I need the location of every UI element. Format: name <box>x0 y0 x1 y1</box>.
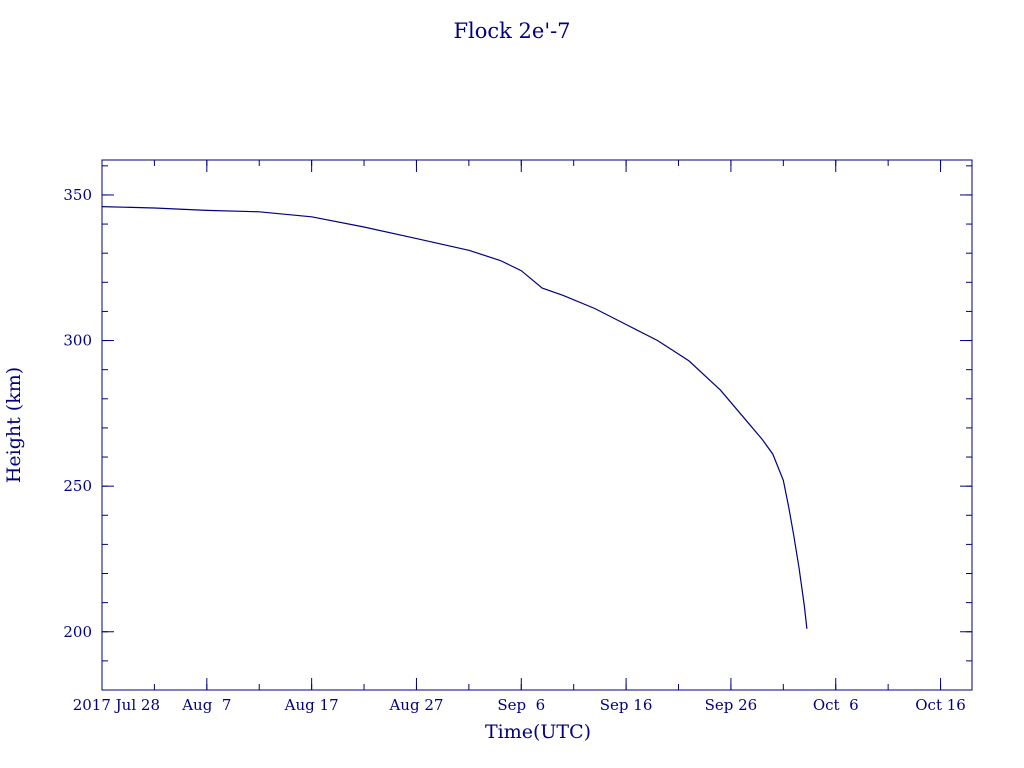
x-tick-label: Sep 16 <box>600 696 653 714</box>
y-tick-label: 300 <box>63 332 92 350</box>
y-axis-label: Height (km) <box>3 367 25 483</box>
series-line <box>101 206 808 629</box>
x-tick-label: Oct 16 <box>915 696 966 714</box>
x-tick-label: Aug 27 <box>388 696 443 714</box>
plot-frame <box>101 159 973 691</box>
axis-ticks <box>101 160 972 691</box>
y-tick-label: 200 <box>63 623 92 641</box>
y-tick-label: 250 <box>63 477 92 495</box>
x-tick-label: Sep 26 <box>705 696 758 714</box>
x-axis-label: Time(UTC) <box>485 721 591 743</box>
x-tick-label: Oct 6 <box>813 696 859 714</box>
x-tick-label: Aug 7 <box>181 696 231 714</box>
tick-labels: 200 250 300 350 2017 Jul 28 Aug 7 Aug 17 Aug 27… <box>63 186 965 714</box>
chart-title: Flock 2e'-7 <box>453 19 570 43</box>
x-tick-label: Sep 6 <box>497 696 545 714</box>
x-tick-label: 2017 Jul 28 <box>73 696 160 714</box>
y-tick-label: 350 <box>63 186 92 204</box>
x-tick-label: Aug 17 <box>284 696 339 714</box>
